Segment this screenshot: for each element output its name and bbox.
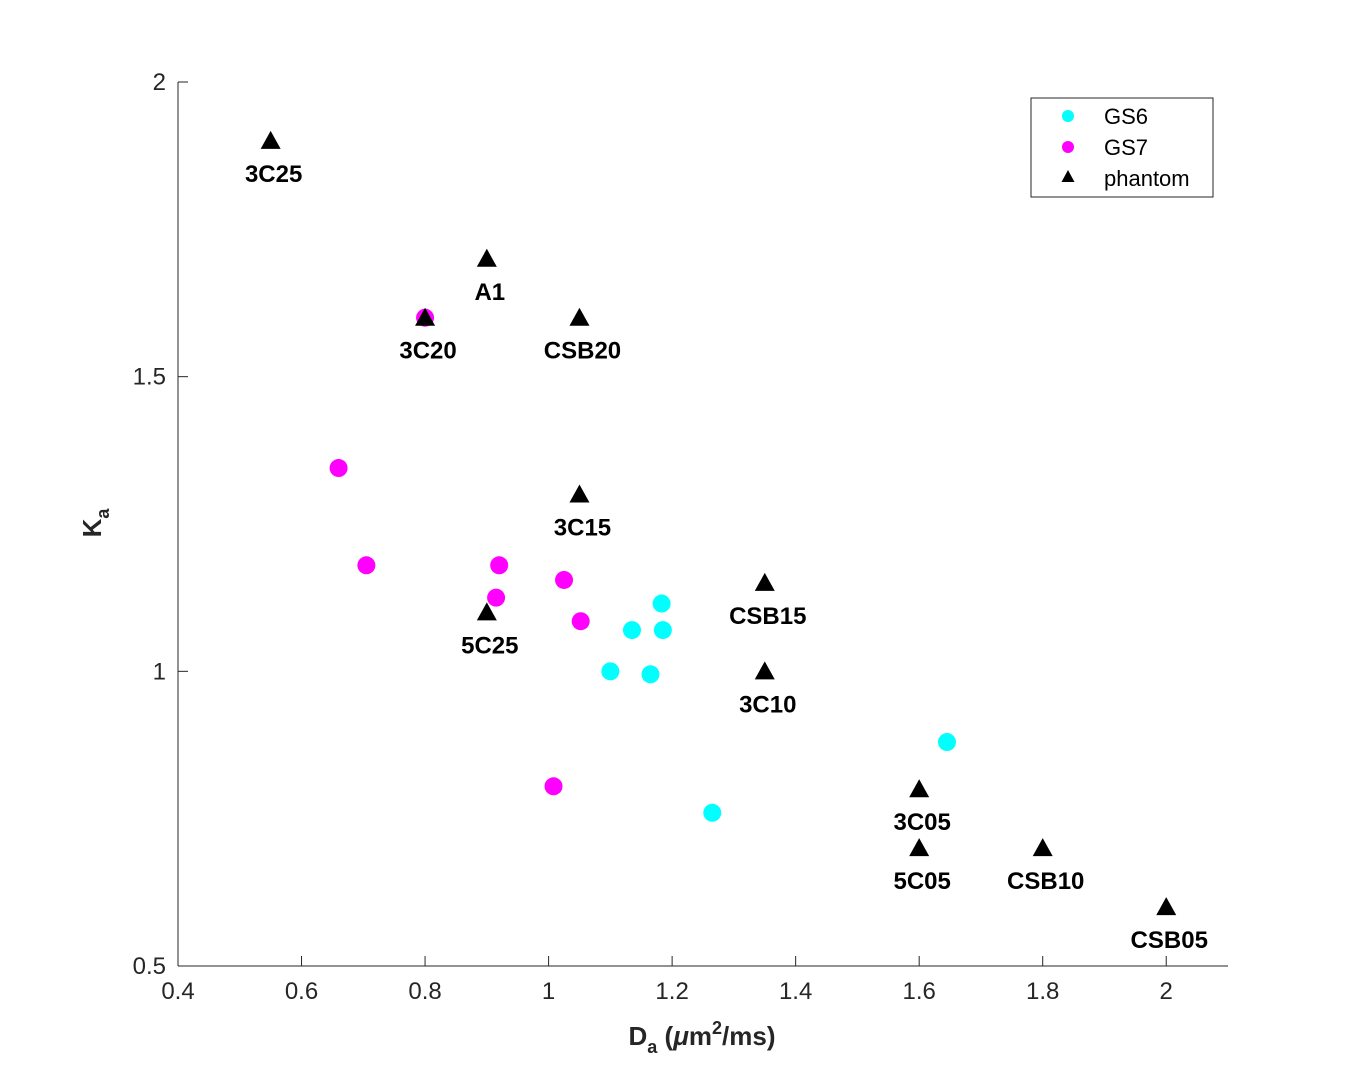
legend-marker-gs6 xyxy=(1062,110,1074,122)
phantom-point xyxy=(1156,897,1177,916)
gs7-point xyxy=(329,459,348,478)
phantom-point xyxy=(569,484,590,503)
legend: GS6 GS7 phantom xyxy=(1030,97,1214,198)
x-tick-label: 0.8 xyxy=(408,978,441,1005)
gs7-point xyxy=(544,777,563,796)
gs7-point xyxy=(487,588,506,607)
x-axis-title: Da (μm2/ms) xyxy=(629,1018,776,1057)
x-tick-label: 1.8 xyxy=(1026,978,1059,1005)
x-tick-label: 1 xyxy=(542,978,555,1005)
x-tick-label: 1.4 xyxy=(779,978,812,1005)
y-tick-label: 0.5 xyxy=(133,953,166,980)
y-tick-label: 2 xyxy=(153,69,166,96)
phantom-point-label: CSB20 xyxy=(544,338,621,365)
phantom-point xyxy=(476,248,497,267)
phantom-point xyxy=(1032,838,1053,857)
gs6-point xyxy=(641,665,660,684)
gs7-point xyxy=(490,556,509,575)
gs6-point xyxy=(653,621,672,640)
x-tick-label: 2 xyxy=(1160,978,1173,1005)
phantom-point xyxy=(909,779,930,798)
x-tick-label: 1.6 xyxy=(902,978,935,1005)
phantom-point-label: 3C15 xyxy=(554,515,611,542)
y-tick-label: 1.5 xyxy=(133,364,166,391)
x-tick-label: 0.4 xyxy=(161,978,194,1005)
phantom-point-label: CSB15 xyxy=(729,603,806,630)
legend-label-gs6: GS6 xyxy=(1104,104,1148,129)
gs7-point xyxy=(571,612,590,631)
y-tick-label: 1 xyxy=(153,658,166,685)
phantom-point-label: A1 xyxy=(474,279,505,306)
legend-box xyxy=(1030,97,1214,198)
gs7-point xyxy=(555,570,574,589)
phantom-point-label: 3C25 xyxy=(245,161,302,188)
phantom-point-label: CSB10 xyxy=(1007,868,1084,895)
phantom-point xyxy=(569,307,590,326)
phantom-point xyxy=(909,838,930,857)
x-tick-label: 0.6 xyxy=(285,978,318,1005)
gs6-point xyxy=(937,733,956,752)
phantom-point-label: 5C05 xyxy=(893,868,950,895)
gs7-point xyxy=(357,556,376,575)
phantom-point xyxy=(415,307,436,326)
legend-label-phantom: phantom xyxy=(1104,166,1190,191)
legend-marker-phantom xyxy=(1061,170,1075,182)
gs6-point xyxy=(622,621,641,640)
phantom-point-label: CSB05 xyxy=(1131,927,1208,954)
legend-marker-gs7 xyxy=(1062,141,1074,153)
phantom-point-label: 5C25 xyxy=(461,632,518,659)
phantom-point-label: 3C10 xyxy=(739,691,796,718)
x-tick-label: 1.2 xyxy=(655,978,688,1005)
phantom-point xyxy=(260,130,281,149)
legend-label-gs7: GS7 xyxy=(1104,135,1148,160)
gs6-point xyxy=(703,803,722,822)
phantom-point-label: 3C05 xyxy=(893,809,950,836)
gs6-point xyxy=(652,594,671,613)
gs6-point xyxy=(601,662,620,681)
phantom-point xyxy=(754,572,775,591)
phantom-point xyxy=(476,602,497,621)
phantom-point xyxy=(754,661,775,680)
phantom-point-label: 3C20 xyxy=(399,338,456,365)
y-axis-title: Ka xyxy=(77,508,113,538)
